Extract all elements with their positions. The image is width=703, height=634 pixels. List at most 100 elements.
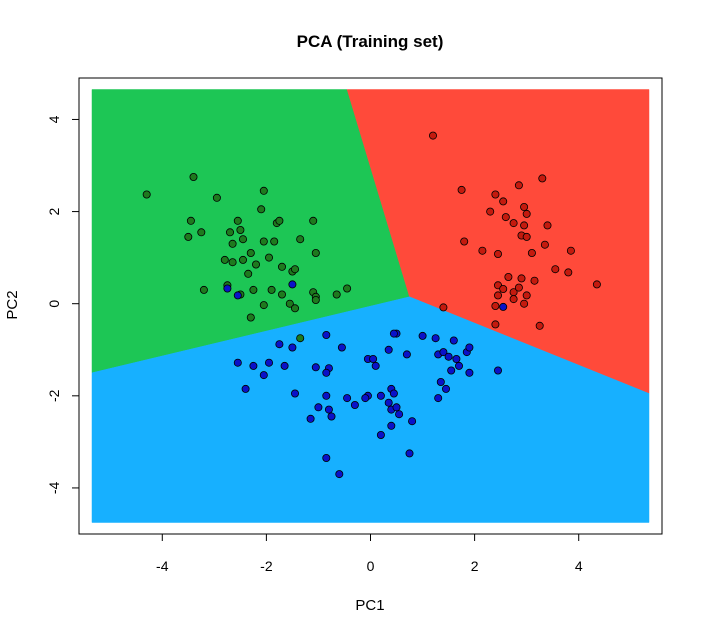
point-class-1 [296,235,305,244]
point-class-3 [454,361,463,370]
point-class-1 [246,313,255,322]
point-class-2 [478,246,487,255]
point-class-1 [236,225,245,234]
point-class-3 [288,280,297,289]
point-class-1 [309,216,318,225]
point-class-1 [270,237,279,246]
point-class-1 [238,235,247,244]
point-class-1 [343,284,352,293]
point-class-2 [540,240,549,249]
point-class-2 [522,232,531,241]
point-class-3 [233,291,242,300]
point-class-2 [522,291,531,300]
point-class-1 [259,301,268,310]
point-class-3 [361,394,370,403]
x-tick-label: -2 [260,558,273,574]
point-class-2 [499,284,508,293]
point-class-3 [335,470,344,479]
point-class-1 [332,290,341,299]
point-class-3 [264,358,273,367]
point-class-2 [491,301,500,310]
point-class-3 [434,394,443,403]
point-class-3 [233,358,242,367]
x-tick-label: 2 [471,558,479,574]
point-class-3 [306,414,315,423]
point-class-2 [486,207,495,216]
point-class-2 [509,219,518,228]
point-class-3 [241,384,250,393]
point-class-3 [322,368,331,377]
point-class-3 [402,350,411,359]
point-class-3 [314,403,323,412]
point-class-3 [311,363,320,372]
point-class-3 [447,366,456,375]
point-class-1 [228,239,237,248]
point-class-1 [225,228,234,237]
point-class-1 [238,255,247,264]
point-class-1 [259,237,268,246]
point-class-3 [280,361,289,370]
point-class-2 [520,299,529,308]
point-class-3 [376,391,385,400]
point-class-3 [223,284,232,293]
point-class-2 [514,181,523,190]
point-class-3 [384,398,393,407]
x-tick-label: 4 [575,558,583,574]
point-class-3 [288,343,297,352]
point-class-3 [384,345,393,354]
point-class-2 [543,221,552,230]
point-class-2 [520,221,529,230]
point-class-1 [257,205,266,214]
point-class-2 [535,321,544,330]
point-class-1 [186,216,195,225]
point-class-3 [376,430,385,439]
y-tick-label: -4 [46,482,62,495]
point-class-2 [520,202,529,211]
point-class-3 [275,340,284,349]
point-class-2 [538,174,547,183]
x-tick-label: 0 [367,558,375,574]
point-class-2 [499,197,508,206]
x-axis-label: PC1 [355,597,384,614]
point-class-1 [246,248,255,257]
point-class-1 [199,285,208,294]
point-class-2 [460,237,469,246]
point-class-2 [491,190,500,199]
point-class-3 [493,366,502,375]
point-class-3 [290,389,299,398]
point-class-1 [290,304,299,313]
region-class-3 [91,296,650,523]
point-class-1 [142,190,151,199]
point-class-1 [275,216,284,225]
point-class-1 [184,232,193,241]
point-class-3 [324,405,333,414]
data-points [142,131,601,479]
point-class-1 [228,258,237,267]
point-class-2 [501,213,510,222]
point-class-1 [267,285,276,294]
point-class-2 [439,303,448,312]
point-class-3 [441,384,450,393]
point-class-3 [465,343,474,352]
point-class-3 [350,400,359,409]
point-class-3 [439,348,448,357]
point-class-1 [197,228,206,237]
point-class-3 [337,343,346,352]
point-class-1 [220,255,229,264]
point-class-1 [296,334,305,343]
point-class-3 [405,449,414,458]
point-class-3 [259,371,268,380]
point-class-2 [530,276,539,285]
point-class-3 [389,329,398,338]
point-class-2 [514,283,523,292]
point-class-3 [392,403,401,412]
point-class-3 [322,391,331,400]
point-class-1 [311,248,320,257]
point-class-3 [369,354,378,363]
point-class-3 [343,394,352,403]
point-class-3 [436,377,445,386]
y-tick-label: 2 [46,207,62,215]
axes: -4 -2 0 2 4 -4 -2 0 2 4 [46,115,583,574]
point-class-3 [395,410,404,419]
point-class-1 [277,262,286,271]
